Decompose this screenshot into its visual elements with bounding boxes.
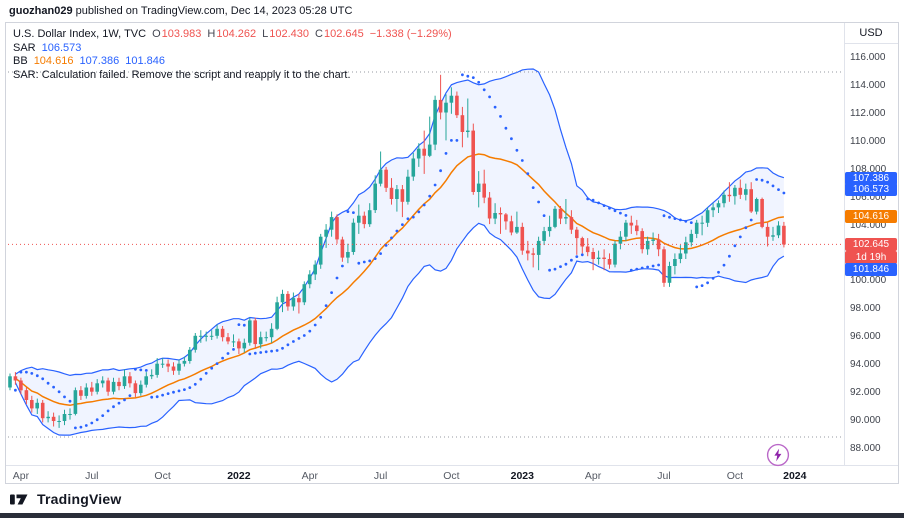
price-tick: 110.000 [850,135,886,147]
bb-lower-band [14,222,785,436]
candles [8,74,786,428]
price-axis[interactable]: 116.000 114.000 112.000 110.000 108.000 106.0… [6,23,898,483]
sar-dots [14,73,786,430]
time-label-month: Oct [726,470,744,482]
candlestick-chart[interactable] [6,23,898,483]
price-tick: 108.000 [850,163,887,175]
bb-upper-value: 107.386 [79,55,120,67]
sar-label: SAR [13,42,36,54]
window-edge-bar [0,513,904,518]
tradingview-brand-text[interactable]: TradingView [37,491,122,507]
price-badge: 101.846 [845,263,897,277]
sar-value: 106.573 [41,42,82,54]
ohlc-close: C 102.645 [315,28,364,40]
bb-basis-value: 104.616 [33,55,74,67]
price-badge: 106.573 [845,183,897,197]
time-label-month: Apr [12,470,30,482]
ohlc-open: O 103.983 [152,28,202,40]
time-label-month: Apr [301,470,318,482]
price-badge: 102.645 [845,237,897,251]
footer: TradingView [0,486,904,512]
flash-icon[interactable] [766,443,790,467]
price-axis-separator [844,23,845,465]
price-tick: 90.000 [850,414,881,426]
price-tick: 114.000 [850,79,886,91]
time-label-month: Apr [584,470,602,482]
ohlc-high: H 104.262 [207,28,257,40]
countdown-badge: 1d 19h [845,250,897,264]
bb-label: BB [13,55,28,67]
price-tick: 100.000 [850,275,887,287]
sar-error-message: SAR: Calculation failed. Remove the scri… [13,69,351,81]
price-change: −1.338 (−1.29%) [369,28,452,40]
time-label-year: 2022 [227,470,251,482]
bb-fill [15,69,784,436]
bb-basis-line [14,153,784,407]
time-label-month: Jul [373,470,388,482]
price-tick: 106.000 [850,191,887,203]
price-badges: 107.386 106.573 104.616 102.645 1d 19h 101.84… [6,23,898,483]
price-tick: 116.000 [850,52,886,63]
chart-card: U.S. Dollar Index, 1W, TVC O 103.983 H 104… [5,22,899,484]
chart-area[interactable]: U.S. Dollar Index, 1W, TVC O 103.983 H 104… [6,23,898,483]
author-name[interactable]: guozhan029 [9,5,73,17]
price-tick: 96.000 [850,331,881,343]
ohlc-low: L 102.430 [262,28,310,40]
bb-lower-value: 101.846 [125,55,165,67]
sar-legend-row[interactable]: SAR 106.573 [13,42,81,55]
time-label-month: Jul [657,470,671,482]
currency-underline [844,43,898,44]
time-label-month: Oct [443,470,460,482]
price-badge: 107.386 [845,171,897,185]
time-label-year: 2024 [783,470,807,482]
publish-info: published on TradingView.com, Dec 14, 20… [72,5,353,17]
bb-upper-band [15,68,785,377]
price-tick: 104.000 [850,219,887,231]
publish-header: guozhan029 published on TradingView.com,… [0,0,904,22]
time-label-month: Oct [154,470,171,482]
time-label-month: Jul [85,470,99,482]
price-tick: 98.000 [850,303,881,315]
price-tick: 92.000 [850,387,881,399]
time-axis[interactable]: Apr Jul Oct 2022 Apr Jul Oct 2023 Apr Jul Oct 2024 [6,23,898,483]
time-axis-separator [6,465,898,466]
symbol-legend-row[interactable]: U.S. Dollar Index, 1W, TVC O 103.983 H 104… [13,28,452,41]
price-tick: 94.000 [850,359,881,371]
price-badge: 104.616 [845,210,897,224]
time-label-year: 2023 [510,470,534,482]
currency-label: USD [859,27,883,39]
symbol-title[interactable]: U.S. Dollar Index, 1W, TVC [13,28,147,40]
price-tick: 112.000 [850,107,886,119]
tradingview-logo-icon[interactable] [10,492,31,507]
bb-legend-row[interactable]: BB 104.616 107.386 101.846 [13,55,165,68]
price-tick: 88.000 [850,442,881,454]
